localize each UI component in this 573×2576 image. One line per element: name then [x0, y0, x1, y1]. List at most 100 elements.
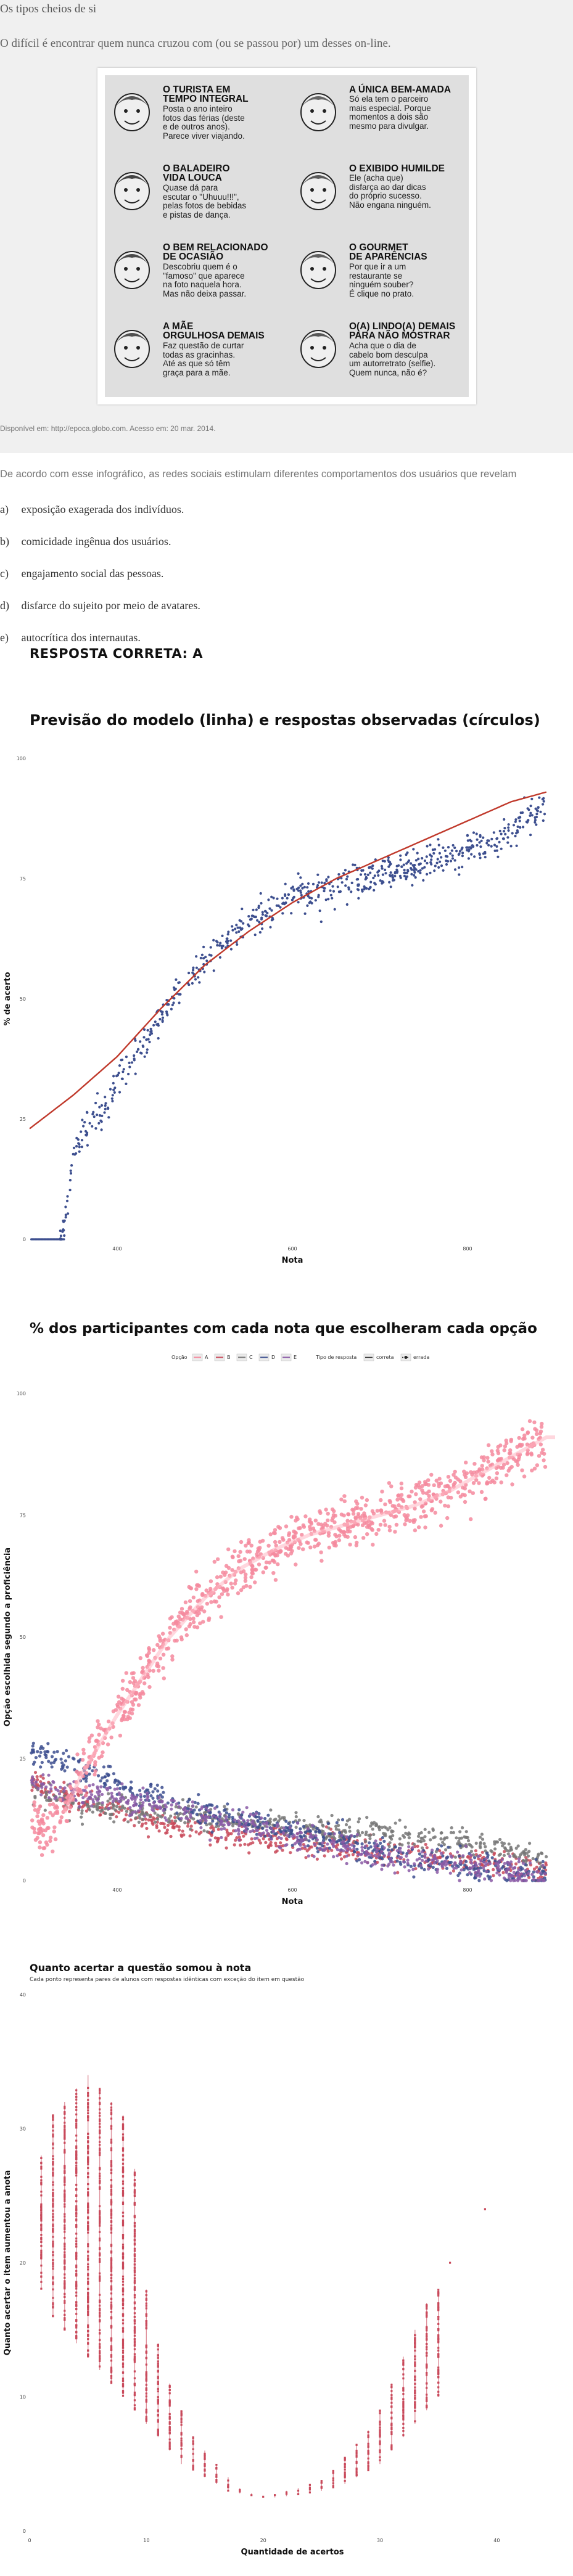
option-point: [150, 1821, 154, 1825]
observed-point: [270, 895, 273, 898]
answer-option-text: comicidade ingênua dos usuários.: [19, 535, 171, 548]
option-point: [389, 1856, 392, 1861]
option-point: [183, 1811, 186, 1815]
option-point: [220, 1592, 225, 1596]
option-point: [273, 1578, 278, 1582]
option-point: [351, 1512, 356, 1516]
infographic-item-heading: O GOURMET DE APARÊNCIAS: [349, 242, 427, 262]
option-point: [237, 1832, 241, 1836]
option-point: [145, 1654, 150, 1659]
option-point: [356, 1512, 361, 1516]
observed-point: [495, 837, 498, 840]
option-point: [177, 1828, 181, 1832]
option-point: [122, 1787, 126, 1791]
option-point: [439, 1481, 443, 1485]
option-point: [219, 1615, 223, 1619]
observed-point: [374, 883, 377, 886]
option-point: [405, 1852, 409, 1855]
observed-point: [307, 895, 310, 898]
observed-point: [538, 796, 541, 799]
option-point: [395, 1849, 400, 1853]
option-point: [470, 1861, 474, 1865]
option-point: [336, 1854, 339, 1858]
option-point: [193, 1800, 197, 1804]
option-point: [482, 1860, 486, 1864]
option-point: [360, 1842, 364, 1846]
option-point: [378, 1522, 383, 1527]
option-point: [147, 1818, 150, 1822]
option-point: [255, 1825, 259, 1829]
observed-point: [270, 909, 273, 912]
option-point: [326, 1849, 330, 1853]
option-point: [51, 1780, 55, 1784]
option-point: [163, 1816, 167, 1819]
option-point: [360, 1845, 364, 1849]
option-point: [36, 1786, 40, 1790]
option-point: [103, 1781, 107, 1785]
option-point: [353, 1516, 358, 1520]
option-point: [340, 1818, 345, 1821]
option-point: [306, 1844, 310, 1848]
option-point: [315, 1846, 319, 1850]
infographic-panel: O TURISTA EM TEMPO INTEGRAL Posta o ano i…: [105, 75, 469, 397]
option-point: [545, 1855, 548, 1858]
option-point: [150, 1805, 154, 1808]
option-point: [238, 1559, 243, 1563]
option-point: [171, 1622, 176, 1626]
option-point: [517, 1860, 521, 1864]
option-point: [394, 1845, 397, 1848]
option-point: [187, 1804, 191, 1808]
observed-point: [92, 1110, 95, 1114]
option-point: [120, 1718, 124, 1723]
option-point: [416, 1483, 421, 1488]
option-point: [493, 1859, 497, 1863]
option-point: [201, 1816, 205, 1819]
option-point: [506, 1852, 510, 1856]
observed-point: [292, 896, 295, 900]
infographic-item-text: Ele (acha que) disfarça ao dar dicas do …: [349, 173, 431, 210]
observed-point: [426, 845, 429, 848]
option-point: [115, 1805, 119, 1808]
option-point: [302, 1819, 306, 1823]
option-point: [240, 1813, 244, 1816]
y-axis-label: % de acerto: [3, 972, 12, 1025]
legend-entry: A: [205, 1355, 208, 1360]
option-point: [521, 1861, 526, 1865]
observed-point: [487, 843, 490, 847]
option-point: [342, 1849, 345, 1853]
option-point: [109, 1735, 113, 1740]
observed-point: [482, 836, 485, 839]
option-point: [44, 1790, 48, 1794]
option-point: [233, 1549, 237, 1554]
option-point: [138, 1801, 142, 1805]
observed-point: [229, 948, 233, 951]
answer-option-text: exposição exagerada dos indivíduos.: [19, 503, 184, 515]
y-axis-label: Quanto acertar o item aumentou a anota: [3, 2170, 12, 2355]
option-point: [52, 1829, 57, 1834]
observed-point: [320, 881, 323, 884]
option-point: [431, 1866, 435, 1869]
option-point: [423, 1482, 427, 1487]
option-point: [348, 1847, 352, 1851]
option-point: [67, 1755, 71, 1758]
observed-point: [301, 887, 304, 890]
option-point: [537, 1454, 542, 1458]
option-point: [103, 1775, 107, 1779]
infographic-item-text: Quase dá para escutar o "Uhuuu!!!", pela…: [163, 183, 247, 219]
option-point: [271, 1829, 275, 1833]
option-point: [395, 1859, 399, 1863]
option-point: [262, 1822, 265, 1826]
infographic-item: O BALADEIRO VIDA LOUCA Quase dá para escu…: [109, 163, 287, 242]
observed-point: [91, 1112, 94, 1116]
chart2-title: % dos participantes com cada nota que es…: [30, 1321, 537, 1337]
observed-point: [133, 1057, 136, 1060]
observed-point: [507, 829, 510, 832]
option-point: [316, 1815, 320, 1819]
option-point: [151, 1796, 155, 1800]
option-point: [101, 1728, 106, 1732]
option-point: [517, 1857, 521, 1861]
option-point: [435, 1847, 439, 1851]
option-point: [342, 1499, 347, 1504]
option-point: [355, 1540, 359, 1545]
y-tick-label: 20: [20, 2260, 26, 2266]
